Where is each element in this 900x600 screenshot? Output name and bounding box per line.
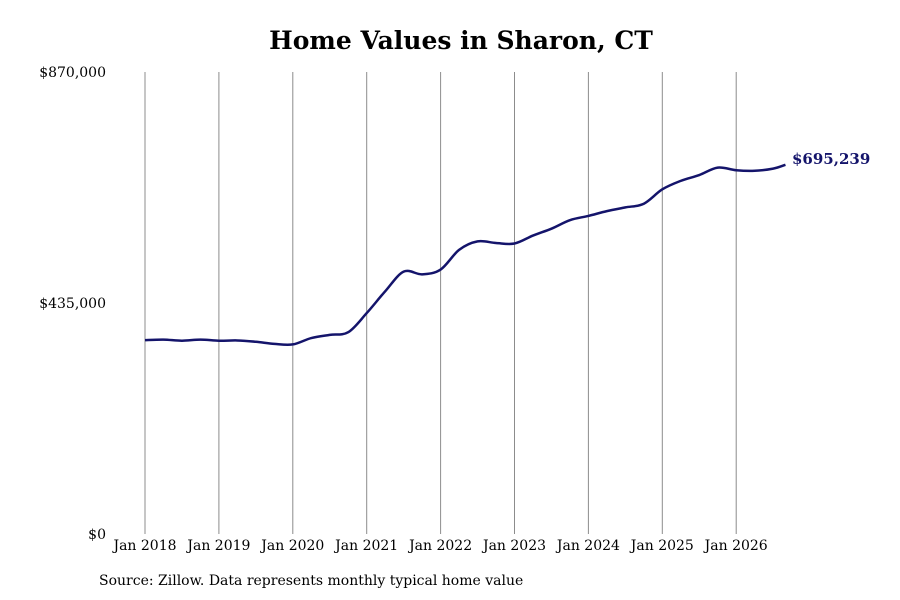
source-note: Source: Zillow. Data represents monthly … [99, 573, 524, 589]
y-tick-label: $870,000 [39, 65, 106, 81]
x-tick-label: Jan 2022 [407, 538, 472, 554]
x-tick-label: Jan 2026 [703, 538, 768, 554]
x-tick-label: Jan 2021 [333, 538, 398, 554]
end-value-label: $695,239 [792, 150, 870, 168]
chart-title: Home Values in Sharon, CT [269, 26, 653, 55]
y-tick-label: $0 [88, 527, 106, 543]
x-tick-label: Jan 2019 [185, 538, 250, 554]
gridlines [144, 72, 737, 534]
series-layer [144, 163, 786, 347]
x-axis-tick-labels: Jan 2018 Jan 2019 Jan 2020 Jan 2021 Jan 2022… [111, 538, 767, 554]
x-tick-label: Jan 2025 [629, 538, 694, 554]
y-tick-label: $435,000 [39, 296, 106, 312]
series-line [144, 163, 786, 347]
x-tick-label: Jan 2024 [555, 538, 620, 554]
x-tick-label: Jan 2020 [259, 538, 324, 554]
x-tick-label: Jan 2018 [111, 538, 176, 554]
x-tick-label: Jan 2023 [481, 538, 546, 554]
y-axis-tick-labels: $0 $435,000 $870,000 [39, 65, 106, 543]
